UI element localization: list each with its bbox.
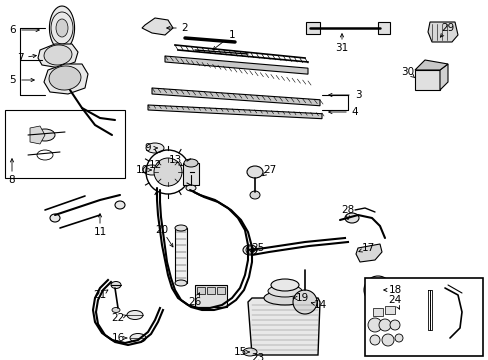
Circle shape [245,246,253,254]
Text: 28: 28 [341,205,354,215]
Text: 27: 27 [263,165,276,175]
Ellipse shape [35,129,55,141]
Polygon shape [49,6,75,50]
Bar [5,110,125,178]
Polygon shape [247,298,319,355]
Polygon shape [427,22,457,42]
Circle shape [394,334,402,342]
Circle shape [363,276,391,304]
Circle shape [367,318,381,332]
Polygon shape [142,18,173,35]
Ellipse shape [44,45,72,65]
Bar [195,285,226,307]
Bar [305,22,319,34]
Polygon shape [30,126,45,144]
Polygon shape [38,44,78,68]
Text: 4: 4 [351,107,358,117]
Text: 23: 23 [251,353,264,360]
Ellipse shape [345,213,358,223]
Polygon shape [414,70,439,90]
Bar [377,22,389,34]
Ellipse shape [112,307,120,312]
Ellipse shape [246,166,263,178]
Ellipse shape [249,191,260,199]
Circle shape [381,334,393,346]
Circle shape [389,320,399,330]
Text: 13: 13 [168,155,181,165]
Ellipse shape [142,165,161,175]
Text: 25: 25 [251,243,264,253]
Ellipse shape [146,143,163,153]
Text: 6: 6 [10,25,16,35]
Ellipse shape [243,245,257,255]
Text: 21: 21 [93,290,106,300]
Text: 30: 30 [401,67,414,77]
Polygon shape [148,105,321,119]
Circle shape [154,158,182,186]
Ellipse shape [183,159,198,167]
Text: 9: 9 [144,143,151,153]
Ellipse shape [270,279,298,291]
Text: 31: 31 [335,43,348,53]
Ellipse shape [130,333,146,342]
Ellipse shape [284,294,295,302]
Text: 7: 7 [17,53,23,63]
Bar [183,163,199,185]
Bar [384,306,394,314]
Circle shape [373,286,381,294]
Bar [372,308,382,316]
Text: 5: 5 [10,75,16,85]
Ellipse shape [115,201,125,209]
Polygon shape [439,64,447,90]
Text: 8: 8 [9,175,15,185]
Text: 14: 14 [313,300,326,310]
Text: 1: 1 [228,30,235,40]
Ellipse shape [279,290,301,306]
Circle shape [369,282,385,298]
Ellipse shape [267,285,302,297]
Text: 10: 10 [135,165,148,175]
Ellipse shape [49,66,81,90]
Text: 11: 11 [93,227,106,237]
Polygon shape [164,56,307,74]
Text: 29: 29 [441,23,454,33]
Bar [206,287,215,294]
Polygon shape [44,64,88,94]
Text: 19: 19 [295,293,308,303]
Ellipse shape [185,185,196,191]
Ellipse shape [175,225,186,231]
Ellipse shape [111,282,121,288]
Circle shape [378,319,390,331]
Text: 2: 2 [182,23,188,33]
Ellipse shape [175,280,186,286]
Text: 18: 18 [387,285,401,295]
Bar [175,228,186,283]
Circle shape [292,290,316,314]
Text: 20: 20 [155,225,168,235]
Circle shape [369,335,379,345]
Polygon shape [355,244,381,262]
Text: 3: 3 [354,90,361,100]
Text: 17: 17 [361,243,374,253]
Bar [197,287,204,294]
Text: 16: 16 [111,333,124,343]
Bar [217,287,224,294]
Text: 24: 24 [387,295,401,305]
Text: 22: 22 [111,313,124,323]
Polygon shape [414,60,447,70]
Text: 15: 15 [233,347,246,357]
Bar [364,278,482,356]
Ellipse shape [243,348,257,356]
Text: 12: 12 [148,160,162,170]
Text: 26: 26 [188,297,201,307]
Ellipse shape [50,214,60,222]
Ellipse shape [127,310,142,320]
Ellipse shape [264,291,305,305]
Ellipse shape [56,19,68,37]
Polygon shape [152,88,319,106]
